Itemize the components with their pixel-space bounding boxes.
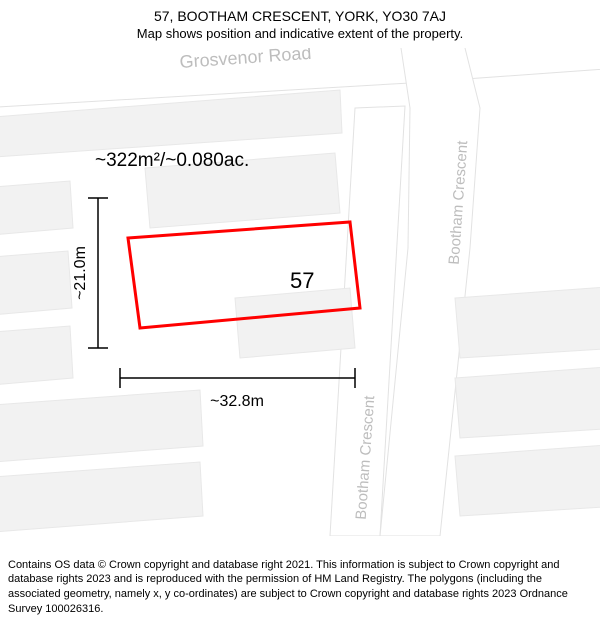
map-header: 57, BOOTHAM CRESCENT, YORK, YO30 7AJ Map…	[0, 0, 600, 45]
map-subtitle: Map shows position and indicative extent…	[10, 26, 590, 41]
building	[455, 286, 600, 358]
dim-height-label: ~21.0m	[72, 246, 89, 300]
building	[0, 251, 72, 316]
plot-number: 57	[290, 268, 314, 293]
dim-width-label: ~32.8m	[210, 393, 264, 410]
building	[455, 444, 600, 516]
copyright-footer: Contains OS data © Crown copyright and d…	[0, 552, 600, 625]
building	[235, 288, 355, 358]
area-label: ~322m²/~0.080ac.	[95, 150, 249, 171]
building	[0, 181, 73, 236]
address-title: 57, BOOTHAM CRESCENT, YORK, YO30 7AJ	[10, 8, 590, 24]
building	[455, 366, 600, 438]
map-svg: Grosvenor Road Bootham Crescent Bootham …	[0, 48, 600, 536]
building	[0, 326, 73, 386]
map-canvas: Grosvenor Road Bootham Crescent Bootham …	[0, 48, 600, 536]
